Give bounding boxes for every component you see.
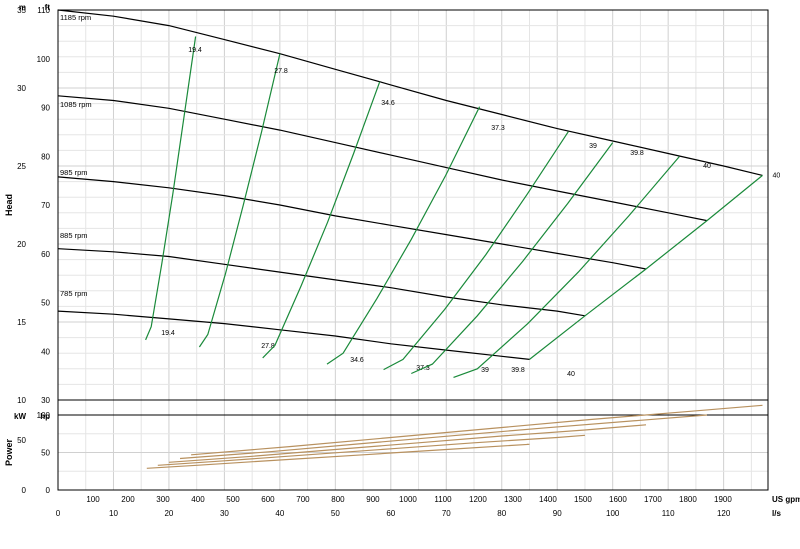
- axis-title-kw: kW: [14, 412, 26, 421]
- tick-gpm: 600: [261, 495, 275, 504]
- tick-ls: 10: [109, 509, 118, 518]
- tick-ft: 50: [41, 299, 50, 308]
- tick-gpm: 1100: [434, 495, 452, 504]
- pump-performance-chart: 101520253035m30405060708090100110ftHead0…: [0, 0, 800, 549]
- tick-gpm: 1000: [399, 495, 417, 504]
- chart-background: [0, 0, 800, 549]
- tick-gpm: 800: [331, 495, 345, 504]
- tick-ls: 30: [220, 509, 229, 518]
- tick-ls: 50: [331, 509, 340, 518]
- tick-ls: 110: [662, 509, 675, 518]
- tick-gpm: 1400: [539, 495, 557, 504]
- y-label-power: Power: [4, 439, 14, 467]
- tick-kw: 50: [17, 436, 26, 445]
- tick-gpm: 1500: [574, 495, 592, 504]
- tick-ls: 60: [386, 509, 395, 518]
- tick-hp: 50: [41, 449, 50, 458]
- axis-title-m: m: [19, 3, 26, 12]
- tick-gpm: 700: [296, 495, 310, 504]
- rpm-label: 985 rpm: [60, 168, 88, 177]
- tick-m: 30: [17, 84, 26, 93]
- efficiency-label-top: 19.4: [188, 47, 202, 54]
- tick-ls: 100: [606, 509, 620, 518]
- tick-gpm: 1600: [609, 495, 627, 504]
- tick-m: 25: [17, 162, 26, 171]
- tick-ft: 90: [41, 104, 50, 113]
- tick-ls: 20: [164, 509, 173, 518]
- efficiency-label-top: 39: [589, 143, 597, 150]
- tick-ls: 0: [56, 509, 61, 518]
- efficiency-label-top: 27.8: [274, 68, 288, 75]
- tick-gpm: 1200: [469, 495, 487, 504]
- tick-ft: 60: [41, 250, 50, 259]
- tick-gpm: 1800: [679, 495, 697, 504]
- efficiency-label-top: 37.3: [491, 125, 505, 132]
- efficiency-label-top: 34.6: [381, 100, 395, 107]
- tick-ft: 100: [37, 55, 51, 64]
- tick-ft: 70: [41, 201, 50, 210]
- tick-ft: 30: [41, 396, 50, 405]
- tick-m: 20: [17, 240, 26, 249]
- rpm-label: 1185 rpm: [60, 13, 91, 22]
- efficiency-label-bot: 39.8: [511, 367, 525, 374]
- tick-ls: 80: [497, 509, 506, 518]
- rpm-label: 885 rpm: [60, 231, 88, 240]
- axis-title-gpm: US gpm: [772, 495, 800, 504]
- y-label-head: Head: [4, 194, 14, 216]
- efficiency-label-right: 40: [772, 172, 780, 179]
- efficiency-label-top: 39.8: [630, 150, 644, 157]
- tick-ls: 70: [442, 509, 451, 518]
- efficiency-label-top: 40: [703, 163, 711, 170]
- tick-gpm: 1300: [504, 495, 522, 504]
- efficiency-label-bot: 34.6: [350, 357, 364, 364]
- tick-gpm: 100: [86, 495, 100, 504]
- efficiency-label-bot: 39: [481, 367, 489, 374]
- efficiency-label-bot: 40: [567, 371, 575, 378]
- tick-gpm: 900: [366, 495, 380, 504]
- axis-title-ls: l/s: [772, 509, 781, 518]
- tick-ls: 90: [553, 509, 562, 518]
- tick-m: 15: [17, 318, 26, 327]
- tick-ft: 40: [41, 347, 50, 356]
- axis-title-hp: hp: [40, 412, 50, 421]
- tick-kw: 0: [22, 486, 27, 495]
- tick-ls: 120: [717, 509, 731, 518]
- efficiency-label-bot: 19.4: [161, 330, 175, 337]
- tick-gpm: 400: [191, 495, 205, 504]
- tick-gpm: 500: [226, 495, 240, 504]
- tick-ft: 80: [41, 152, 50, 161]
- rpm-label: 785 rpm: [60, 289, 88, 298]
- tick-ls: 40: [275, 509, 284, 518]
- tick-hp: 0: [46, 486, 51, 495]
- tick-m: 10: [17, 396, 26, 405]
- tick-gpm: 200: [121, 495, 135, 504]
- axis-title-ft: ft: [45, 3, 51, 12]
- tick-gpm: 300: [156, 495, 170, 504]
- rpm-label: 1085 rpm: [60, 100, 92, 109]
- efficiency-label-bot: 27.8: [261, 343, 275, 350]
- tick-gpm: 1900: [714, 495, 732, 504]
- tick-gpm: 1700: [644, 495, 662, 504]
